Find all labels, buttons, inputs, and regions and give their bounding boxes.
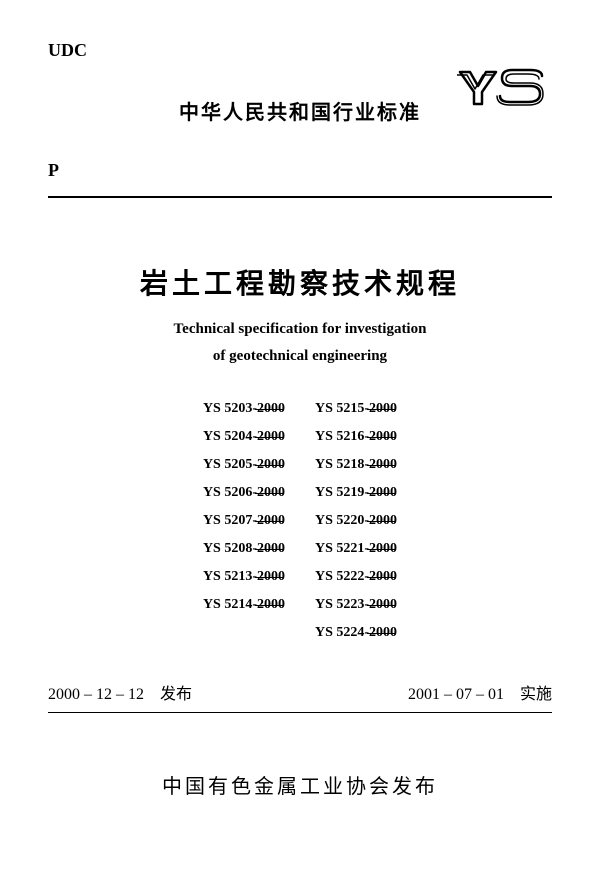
title-en-line2: of geotechnical engineering xyxy=(213,348,387,364)
implement-label: 实施 xyxy=(520,686,552,703)
standard-code: YS 5204-2000 xyxy=(203,423,285,451)
standard-code: YS 5219-2000 xyxy=(315,479,397,507)
standards-list: YS 5203-2000 YS 5204-2000 YS 5205-2000 Y… xyxy=(203,395,397,647)
release-label: 发布 xyxy=(160,686,192,703)
p-classification: P xyxy=(48,160,59,181)
implement-info: 2001 – 07 – 01 实施 xyxy=(408,680,552,704)
country-standard-label: 中华人民共和国行业标准 xyxy=(0,96,600,125)
standard-code: YS 5222-2000 xyxy=(315,563,397,591)
standard-code: YS 5206-2000 xyxy=(203,479,285,507)
footer-divider xyxy=(48,712,552,713)
implement-date: 2001 – 07 – 01 xyxy=(408,686,504,703)
publisher-name: 中国有色金属工业协会发布 xyxy=(0,770,600,799)
standards-column-1: YS 5203-2000 YS 5204-2000 YS 5205-2000 Y… xyxy=(203,395,285,647)
standard-code: YS 5221-2000 xyxy=(315,535,397,563)
header-divider xyxy=(48,196,552,198)
standard-code: YS 5216-2000 xyxy=(315,423,397,451)
standard-code: YS 5218-2000 xyxy=(315,451,397,479)
standard-code: YS 5207-2000 xyxy=(203,507,285,535)
standard-code: YS 5224-2000 xyxy=(315,619,397,647)
standards-column-2: YS 5215-2000 YS 5216-2000 YS 5218-2000 Y… xyxy=(315,395,397,647)
standard-code: YS 5203-2000 xyxy=(203,395,285,423)
standard-code: YS 5208-2000 xyxy=(203,535,285,563)
standard-code: YS 5214-2000 xyxy=(203,591,285,619)
main-title-chinese: 岩土工程勘察技术规程 xyxy=(0,262,600,302)
main-title-english: Technical specification for investigatio… xyxy=(0,316,600,370)
standard-code: YS 5220-2000 xyxy=(315,507,397,535)
release-info: 2000 – 12 – 12 发布 xyxy=(48,680,192,704)
release-date: 2000 – 12 – 12 xyxy=(48,686,144,703)
standard-code: YS 5205-2000 xyxy=(203,451,285,479)
standard-code: YS 5213-2000 xyxy=(203,563,285,591)
udc-label: UDC xyxy=(48,40,87,61)
dates-row: 2000 – 12 – 12 发布 2001 – 07 – 01 实施 xyxy=(48,680,552,704)
standard-code: YS 5223-2000 xyxy=(315,591,397,619)
standard-code: YS 5215-2000 xyxy=(315,395,397,423)
title-en-line1: Technical specification for investigatio… xyxy=(174,321,427,337)
